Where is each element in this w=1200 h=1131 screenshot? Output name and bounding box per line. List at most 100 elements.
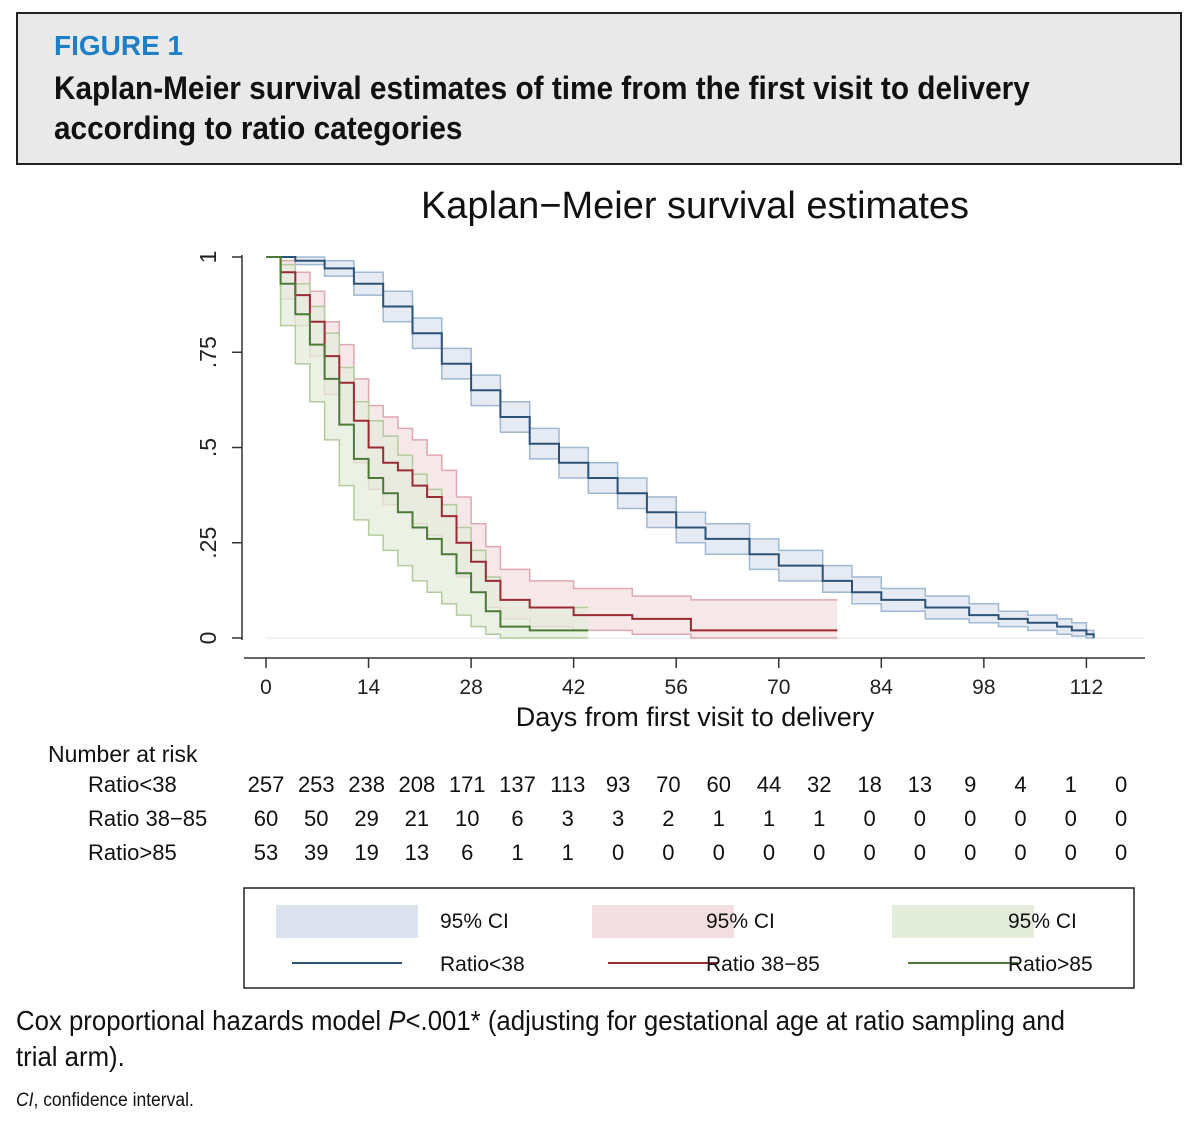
risk-count: 0 bbox=[914, 806, 926, 831]
risk-count: 6 bbox=[511, 806, 523, 831]
risk-count: 113 bbox=[550, 772, 585, 797]
risk-count: 238 bbox=[348, 772, 385, 797]
risk-row-label: Ratio>85 bbox=[88, 840, 177, 865]
y-tick-label: .5 bbox=[195, 438, 221, 457]
risk-count: 19 bbox=[354, 840, 378, 865]
risk-count: 1 bbox=[1065, 772, 1077, 797]
risk-count: 21 bbox=[405, 806, 429, 831]
risk-count: 0 bbox=[713, 840, 725, 865]
risk-count: 10 bbox=[455, 806, 479, 831]
ci-definition: , confidence interval. bbox=[33, 1090, 194, 1111]
risk-count: 208 bbox=[399, 772, 436, 797]
risk-count: 18 bbox=[857, 772, 881, 797]
footnote-text-after: <.001* (adjusting for gestational age at… bbox=[16, 1005, 1065, 1072]
risk-count: 9 bbox=[964, 772, 976, 797]
risk-count: 29 bbox=[354, 806, 378, 831]
risk-row-label: Ratio 38−85 bbox=[88, 806, 207, 831]
x-tick-label: 70 bbox=[767, 676, 790, 699]
risk-count: 0 bbox=[1014, 840, 1026, 865]
risk-count: 0 bbox=[1014, 806, 1026, 831]
risk-count: 0 bbox=[863, 806, 875, 831]
footnote-p-symbol: P bbox=[388, 1005, 406, 1036]
risk-count: 137 bbox=[499, 772, 536, 797]
x-tick-label: 84 bbox=[870, 676, 894, 699]
risk-count: 2 bbox=[662, 806, 674, 831]
ratio-lt38-legend-line-label: Ratio<38 bbox=[440, 953, 525, 976]
ratio-lt38-legend-ci-swatch bbox=[276, 905, 418, 938]
risk-count: 0 bbox=[1065, 840, 1077, 865]
risk-count: 6 bbox=[461, 840, 473, 865]
km-chart: Kaplan−Meier survival estimates 0 .25 .5 .7… bbox=[48, 185, 1145, 989]
chart-title: Kaplan−Meier survival estimates bbox=[421, 185, 969, 227]
risk-count: 13 bbox=[405, 840, 429, 865]
ci-abbreviation-note: CI, confidence interval. bbox=[16, 1090, 194, 1112]
risk-count: 253 bbox=[298, 772, 335, 797]
risk-count: 39 bbox=[304, 840, 328, 865]
risk-count: 0 bbox=[914, 840, 926, 865]
risk-count: 257 bbox=[248, 772, 285, 797]
ratio-gt85-legend-ci-swatch bbox=[892, 905, 1034, 938]
ratio-gt85-legend-ci-label: 95% CI bbox=[1008, 910, 1077, 933]
risk-count: 3 bbox=[612, 806, 624, 831]
ratio-38-85-legend-ci-label: 95% CI bbox=[706, 910, 775, 933]
risk-table-header: Number at risk bbox=[48, 741, 198, 767]
risk-count: 60 bbox=[706, 772, 730, 797]
x-tick-label: 14 bbox=[357, 676, 381, 699]
x-tick-label: 112 bbox=[1070, 676, 1103, 699]
figure-title: Kaplan-Meier survival estimates of time … bbox=[54, 70, 1030, 146]
y-tick-label: .75 bbox=[195, 336, 221, 368]
ratio-38-85-legend-line-label: Ratio 38−85 bbox=[706, 953, 820, 976]
figure-label: FIGURE 1 bbox=[54, 30, 184, 61]
ratio-lt38-ci-upper bbox=[266, 256, 1095, 638]
risk-count: 60 bbox=[254, 806, 278, 831]
risk-count: 0 bbox=[612, 840, 624, 865]
cox-model-footnote: Cox proportional hazards model P<.001* (… bbox=[16, 1003, 1097, 1075]
x-tick-label: 0 bbox=[260, 676, 272, 699]
ratio-gt85-ci-lower bbox=[266, 256, 589, 639]
x-axis-title: Days from first visit to delivery bbox=[516, 702, 875, 732]
ratio-38-85-legend-ci-swatch bbox=[592, 905, 734, 938]
risk-count: 93 bbox=[606, 772, 630, 797]
footnote-text-before: Cox proportional hazards model bbox=[16, 1005, 389, 1036]
risk-count: 0 bbox=[1115, 806, 1127, 831]
ci-abbrev: CI bbox=[16, 1090, 34, 1111]
risk-count: 0 bbox=[763, 840, 775, 865]
risk-count: 0 bbox=[1065, 806, 1077, 831]
risk-count: 4 bbox=[1014, 772, 1026, 797]
x-tick-label: 42 bbox=[562, 676, 585, 699]
risk-count: 0 bbox=[964, 806, 976, 831]
risk-count: 0 bbox=[863, 840, 875, 865]
risk-count: 1 bbox=[562, 840, 574, 865]
ratio-38-85-ci-upper bbox=[266, 256, 838, 601]
y-tick-label: .25 bbox=[195, 527, 221, 559]
y-tick-label: 0 bbox=[195, 632, 221, 645]
risk-count: 3 bbox=[562, 806, 574, 831]
risk-count: 70 bbox=[656, 772, 680, 797]
risk-count: 0 bbox=[662, 840, 674, 865]
risk-count: 171 bbox=[449, 772, 486, 797]
risk-count: 0 bbox=[964, 840, 976, 865]
risk-count: 1 bbox=[713, 806, 725, 831]
ratio-lt38-survival-line bbox=[266, 256, 1095, 638]
risk-count: 53 bbox=[254, 840, 278, 865]
x-tick-label: 28 bbox=[459, 676, 482, 699]
risk-count: 32 bbox=[807, 772, 831, 797]
x-tick-label: 98 bbox=[972, 676, 995, 699]
ratio-38-85-survival-line bbox=[266, 256, 838, 632]
risk-count: 0 bbox=[813, 840, 825, 865]
risk-count: 0 bbox=[1115, 840, 1127, 865]
risk-count: 50 bbox=[304, 806, 328, 831]
risk-count: 1 bbox=[813, 806, 825, 831]
ratio-gt85-survival-line bbox=[266, 256, 589, 632]
risk-count: 44 bbox=[757, 772, 781, 797]
y-tick-label: 1 bbox=[195, 251, 221, 264]
risk-count: 13 bbox=[908, 772, 932, 797]
figure-header-box: FIGURE 1 Kaplan-Meier survival estimates… bbox=[16, 12, 1182, 165]
ratio-gt85-legend-line-label: Ratio>85 bbox=[1008, 953, 1093, 976]
risk-count: 1 bbox=[511, 840, 523, 865]
x-tick-label: 56 bbox=[665, 676, 688, 699]
risk-count: 0 bbox=[1115, 772, 1127, 797]
risk-row-label: Ratio<38 bbox=[88, 772, 177, 797]
risk-count: 1 bbox=[763, 806, 775, 831]
ratio-lt38-legend-ci-label: 95% CI bbox=[440, 910, 509, 933]
